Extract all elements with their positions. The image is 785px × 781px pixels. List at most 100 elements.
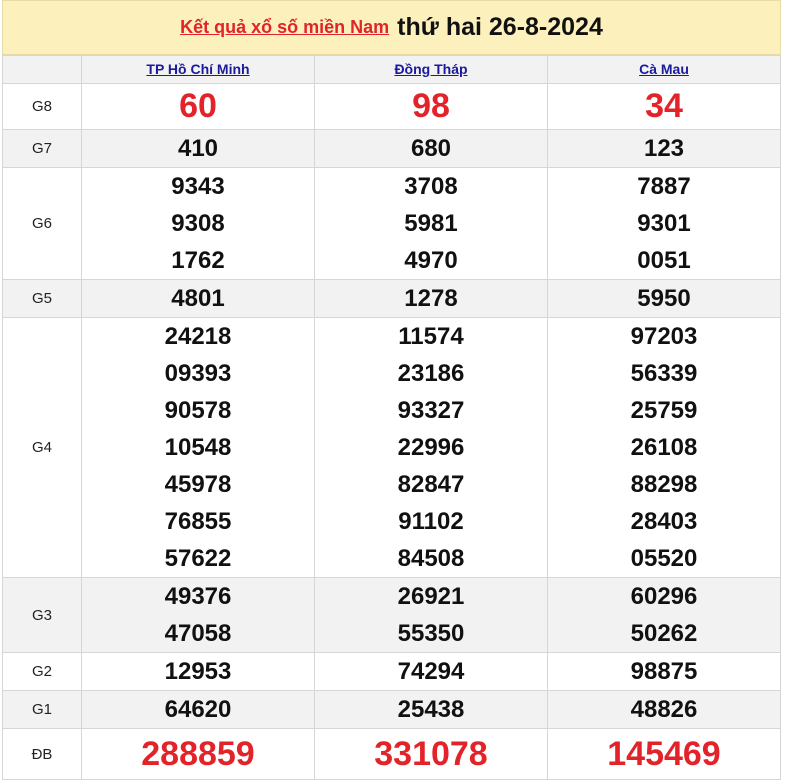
result-cell: 5950 [547, 279, 781, 318]
prize-row-G5: G5 4801 1278 5950 [2, 279, 781, 318]
result-number: 10548 [164, 434, 232, 461]
prize-label: G6 [2, 167, 82, 280]
result-number: 98875 [630, 658, 698, 685]
result-number: 0051 [637, 247, 691, 274]
province-header: Đồng Tháp [314, 55, 548, 84]
result-cell: 4801 [81, 279, 315, 318]
result-number: 123 [643, 135, 685, 162]
result-cell: 98875 [547, 652, 781, 691]
result-number: 5950 [637, 285, 691, 312]
result-cell: 97203 56339 25759 26108 88298 28403 05520 [547, 317, 781, 578]
result-cell: 74294 [314, 652, 548, 691]
result-number: 4970 [404, 247, 458, 274]
result-number: 26921 [397, 583, 465, 610]
result-number: 11574 [398, 323, 464, 350]
result-number: 90578 [164, 397, 232, 424]
result-cell: 12953 [81, 652, 315, 691]
result-cell: 64620 [81, 690, 315, 729]
result-number: 22996 [397, 434, 465, 461]
result-number: 410 [177, 135, 219, 162]
prize-label: G3 [2, 577, 82, 653]
result-cell: 410 [81, 129, 315, 168]
province-header: Cà Mau [547, 55, 781, 84]
result-number: 76855 [164, 508, 232, 535]
result-number: 25759 [630, 397, 698, 424]
result-number: 56339 [630, 360, 698, 387]
empty-header-cell [2, 55, 82, 84]
result-number: 12953 [164, 658, 232, 685]
title-bar: Kết quả xổ số miền Nam thứ hai 26-8-2024 [2, 0, 781, 55]
result-number: 60 [179, 87, 217, 125]
prize-label: G2 [2, 652, 82, 691]
result-number: 288859 [141, 734, 255, 773]
result-cell: 49376 47058 [81, 577, 315, 653]
result-number: 34 [645, 87, 683, 125]
result-number: 50262 [630, 620, 698, 647]
result-cell: 331078 [314, 728, 548, 780]
result-cell: 145469 [547, 728, 781, 780]
result-cell: 680 [314, 129, 548, 168]
result-number: 55350 [397, 620, 465, 647]
result-number: 84508 [397, 545, 465, 572]
result-number: 93327 [397, 397, 465, 424]
result-cell: 11574 23186 93327 22996 82847 91102 84508 [314, 317, 548, 578]
title-date: thứ hai 26-8-2024 [397, 13, 603, 41]
result-number: 1762 [171, 247, 225, 274]
result-cell: 25438 [314, 690, 548, 729]
result-number: 97203 [630, 323, 698, 350]
result-number: 23186 [397, 360, 465, 387]
province-link[interactable]: TP Hồ Chí Minh [146, 60, 250, 77]
result-number: 60296 [630, 583, 698, 610]
result-number: 64620 [164, 696, 232, 723]
result-number: 09393 [164, 360, 232, 387]
prize-label: G1 [2, 690, 82, 729]
result-number: 25438 [397, 696, 465, 723]
result-number: 9343 [171, 173, 225, 200]
result-cell: 288859 [81, 728, 315, 780]
result-number: 28403 [630, 508, 698, 535]
province-header: TP Hồ Chí Minh [81, 55, 315, 84]
province-link[interactable]: Đồng Tháp [394, 60, 468, 77]
result-number: 26108 [630, 434, 698, 461]
result-number: 91102 [398, 508, 464, 535]
result-number: 88298 [630, 471, 698, 498]
prize-row-ĐB: ĐB 288859 331078 145469 [2, 728, 781, 780]
result-cell: 60296 50262 [547, 577, 781, 653]
result-number: 4801 [171, 285, 225, 312]
result-cell: 3708 5981 4970 [314, 167, 548, 280]
result-number: 24218 [164, 323, 232, 350]
result-number: 74294 [397, 658, 465, 685]
result-cell: 98 [314, 83, 548, 130]
province-header-row: TP Hồ Chí Minh Đồng Tháp Cà Mau [2, 55, 781, 84]
result-number: 9301 [637, 210, 691, 237]
result-cell: 48826 [547, 690, 781, 729]
result-cell: 7887 9301 0051 [547, 167, 781, 280]
result-number: 98 [412, 87, 450, 125]
prize-row-G4: G4 24218 09393 90578 10548 45978 76855 57622 115… [2, 317, 781, 578]
prize-row-G1: G1 64620 25438 48826 [2, 690, 781, 729]
prize-row-G2: G2 12953 74294 98875 [2, 652, 781, 691]
result-number: 5981 [404, 210, 458, 237]
result-cell: 34 [547, 83, 781, 130]
results-table: TP Hồ Chí Minh Đồng Tháp Cà Mau G8 60 98 34… [2, 55, 781, 780]
prize-label: G7 [2, 129, 82, 168]
prize-row-G3: G3 49376 47058 26921 55350 60296 50262 [2, 577, 781, 653]
result-cell: 9343 9308 1762 [81, 167, 315, 280]
result-number: 9308 [171, 210, 225, 237]
result-number: 145469 [607, 734, 721, 773]
result-number: 05520 [630, 545, 698, 572]
result-cell: 26921 55350 [314, 577, 548, 653]
title-link[interactable]: Kết quả xổ số miền Nam [180, 17, 390, 37]
result-cell: 123 [547, 129, 781, 168]
result-number: 3708 [404, 173, 458, 200]
result-cell: 24218 09393 90578 10548 45978 76855 57622 [81, 317, 315, 578]
result-number: 7887 [637, 173, 691, 200]
prize-label: ĐB [2, 728, 82, 780]
result-number: 57622 [164, 545, 232, 572]
result-number: 47058 [164, 620, 232, 647]
result-number: 49376 [164, 583, 232, 610]
province-link[interactable]: Cà Mau [639, 60, 689, 77]
result-cell: 60 [81, 83, 315, 130]
prize-label: G8 [2, 83, 82, 130]
